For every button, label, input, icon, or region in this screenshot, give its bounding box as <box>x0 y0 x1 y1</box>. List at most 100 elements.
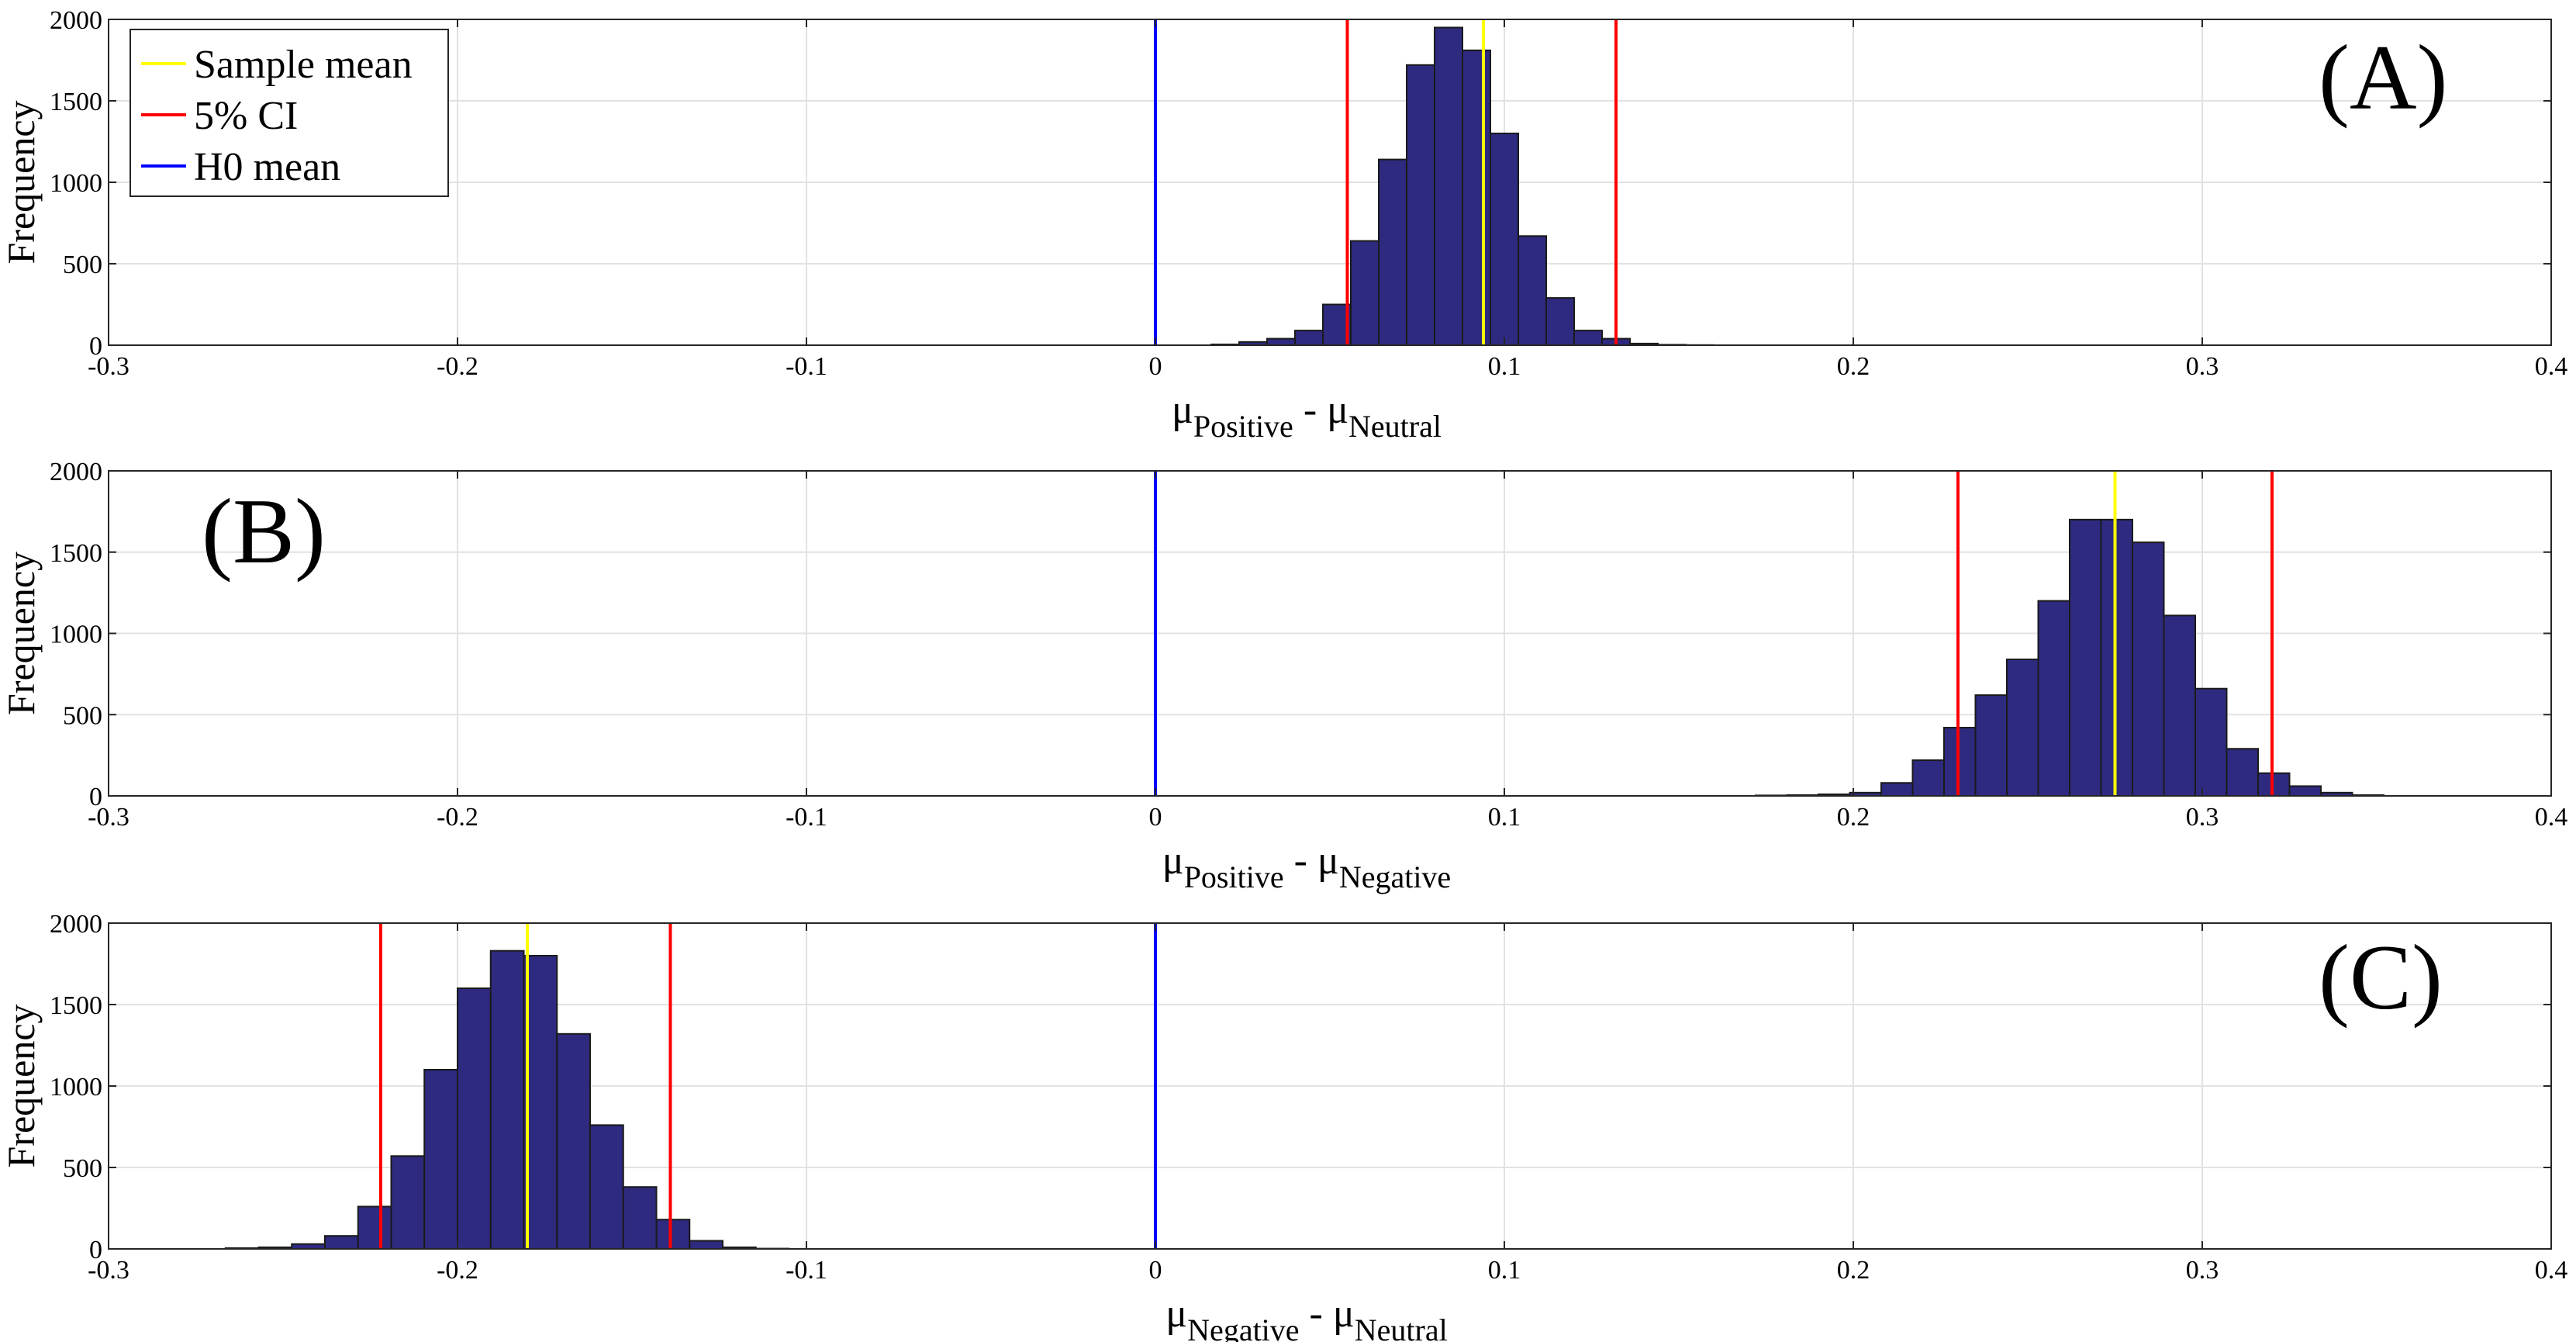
x-axis-label-sep: - <box>1284 839 1317 883</box>
y-tick-label: 1500 <box>50 991 102 1020</box>
x-axis-label: μPositive - μNeutral <box>1172 388 1442 444</box>
x-axis-label-base2: μ <box>1317 839 1339 883</box>
x-tick-label: -0.3 <box>88 352 129 381</box>
x-tick-label: 0.2 <box>1837 1256 1870 1285</box>
legend-label: Sample mean <box>194 43 413 87</box>
x-axis-label: μNegative - μNeutral <box>1165 1292 1447 1342</box>
histogram-bar <box>689 1240 723 1250</box>
histogram-bar <box>2132 541 2165 797</box>
legend: Sample mean 5% CI H0 mean <box>129 29 449 197</box>
x-tick-label: -0.1 <box>786 1256 827 1285</box>
histogram-bar <box>1943 727 1977 797</box>
x-tick-label: 0.1 <box>1488 352 1521 381</box>
histogram-bar <box>1378 158 1407 346</box>
x-axis-label-sub1: Positive <box>1184 860 1284 894</box>
x-tick-label: -0.2 <box>437 1256 478 1285</box>
x-axis-label-sub2: Neutral <box>1355 1313 1448 1342</box>
histogram-bar <box>622 1186 658 1250</box>
x-tick-label: 0.2 <box>1837 803 1870 832</box>
histogram-bar <box>1880 782 1914 797</box>
x-tick-label: 0.1 <box>1488 803 1521 832</box>
panel-c: -0.3 -0.2 -0.1 0 0.1 0.2 0.3 0.4 0 500 1000 1500 200… <box>0 910 2567 1342</box>
y-tick-label: 1000 <box>50 1073 102 1102</box>
panel-label: (B) <box>202 479 326 583</box>
histogram-bar <box>1266 337 1296 347</box>
x-tick-label: 0.4 <box>2535 803 2568 832</box>
histogram-bar <box>2257 772 2291 797</box>
histogram-bar <box>2037 600 2070 797</box>
histogram-bar <box>655 1219 691 1250</box>
x-axis-label-sub2: Neutral <box>1348 409 1442 444</box>
y-axis-label: Frequency <box>0 1004 43 1167</box>
histogram-bar <box>1490 133 1519 346</box>
histogram-bar <box>1573 330 1603 347</box>
histogram-bar <box>2163 614 2196 797</box>
histogram-bar <box>556 1032 591 1250</box>
histogram-bar <box>357 1205 392 1250</box>
panel-label: (C) <box>2319 925 2443 1029</box>
x-axis-label-base2: μ <box>1327 388 1348 432</box>
x-axis-label-base2: μ <box>1333 1292 1355 1336</box>
x-tick-label: -0.3 <box>88 1256 129 1285</box>
x-axis-label-base: μ <box>1162 839 1184 883</box>
y-tick-label: 2000 <box>50 458 102 486</box>
histogram-bar <box>324 1235 359 1250</box>
legend-label: 5% CI <box>194 94 298 138</box>
y-tick-label: 2000 <box>50 6 102 35</box>
histogram-bar <box>390 1155 426 1250</box>
y-tick-label: 0 <box>89 1236 102 1264</box>
panel-a: -0.3 -0.2 -0.1 0 0.1 0.2 0.3 0.4 0 500 1000 1500 200… <box>0 6 2567 444</box>
histogram-bar <box>2100 518 2133 797</box>
x-axis-label-sep: - <box>1300 1292 1333 1336</box>
histogram-bar <box>457 987 492 1250</box>
y-axis-label: Frequency <box>0 100 43 264</box>
histogram-bar <box>1545 297 1575 347</box>
histogram-bar <box>1350 240 1380 346</box>
histogram-bar <box>1974 694 2008 797</box>
x-axis-label-base: μ <box>1165 1292 1187 1336</box>
y-tick-label: 1000 <box>50 169 102 198</box>
x-tick-label: -0.2 <box>437 803 478 832</box>
y-tick-label: 500 <box>63 1154 102 1183</box>
y-tick-label: 1500 <box>50 88 102 116</box>
x-tick-label: -0.3 <box>88 803 129 832</box>
x-tick-label: 0.4 <box>2535 352 2568 381</box>
histogram-bar <box>1911 759 1945 797</box>
x-tick-label: 0.3 <box>2186 1256 2219 1285</box>
x-tick-label: -0.2 <box>437 352 478 381</box>
y-tick-label: 0 <box>89 332 102 361</box>
y-tick-label: 500 <box>63 701 102 730</box>
histogram-bar <box>589 1124 624 1250</box>
x-tick-label: -0.1 <box>786 803 827 832</box>
y-tick-label: 1500 <box>50 539 102 568</box>
histogram-bar <box>2226 748 2259 797</box>
x-tick-label: 0.2 <box>1837 352 1870 381</box>
x-tick-label: 0 <box>1149 803 1162 832</box>
x-tick-label: 0.4 <box>2535 1256 2568 1285</box>
y-axis-label: Frequency <box>0 552 43 715</box>
histogram-bar <box>1294 330 1324 347</box>
histogram-bar <box>1518 235 1547 346</box>
x-tick-label: -0.1 <box>786 352 827 381</box>
x-tick-label: 0 <box>1149 1256 1162 1285</box>
panel-b: -0.3 -0.2 -0.1 0 0.1 0.2 0.3 0.4 0 500 1000 1500 200… <box>0 458 2567 894</box>
x-tick-label: 0.1 <box>1488 1256 1521 1285</box>
histogram-bar <box>1406 64 1435 347</box>
x-tick-label: 0.3 <box>2186 352 2219 381</box>
y-tick-label: 500 <box>63 251 102 279</box>
x-tick-label: 0 <box>1149 352 1162 381</box>
panel-label: (A) <box>2319 26 2448 129</box>
y-tick-label: 1000 <box>50 621 102 649</box>
histogram-bar <box>2069 518 2102 797</box>
histogram-bar <box>2194 687 2228 797</box>
x-axis-label-sub1: Negative <box>1187 1313 1299 1342</box>
histogram-bar <box>1462 49 1491 347</box>
x-axis-label-base: μ <box>1172 388 1193 432</box>
histogram-bar <box>2288 785 2322 797</box>
x-axis-label-sep: - <box>1293 388 1327 432</box>
x-axis-label-sub1: Positive <box>1193 409 1293 444</box>
histogram-bar <box>423 1069 458 1250</box>
x-tick-label: 0.3 <box>2186 803 2219 832</box>
x-axis-label-sub2: Negative <box>1339 860 1451 894</box>
